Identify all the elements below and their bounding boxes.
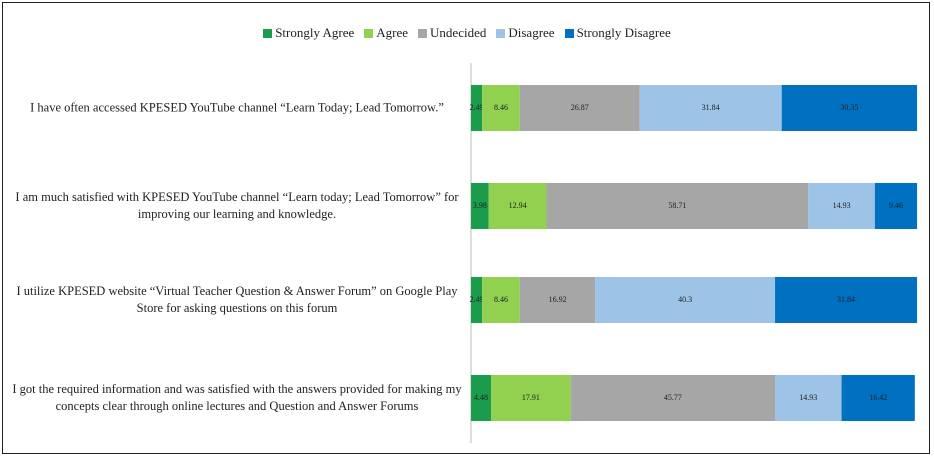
bar-segment bbox=[841, 375, 915, 421]
data-label: 8.46 bbox=[494, 103, 508, 112]
legend-label: Strongly Agree bbox=[275, 25, 355, 40]
data-label: 2.49 bbox=[470, 295, 484, 304]
data-label: 45.77 bbox=[664, 393, 682, 402]
bar-segment bbox=[471, 277, 483, 323]
bar-segment bbox=[488, 183, 547, 229]
bar-segment bbox=[874, 183, 918, 229]
bar-segment bbox=[471, 183, 489, 229]
legend-swatch bbox=[418, 28, 428, 38]
data-label: 31.84 bbox=[702, 103, 720, 112]
legend-item: Strongly Disagree bbox=[564, 25, 671, 41]
category-label: I got the required information and was s… bbox=[12, 382, 462, 413]
legend-item: Disagree bbox=[496, 25, 555, 41]
bar-segment bbox=[639, 85, 782, 131]
legend-swatch bbox=[364, 28, 374, 38]
legend: Strongly Agree Agree Undecided Disagree Stro… bbox=[3, 25, 931, 41]
bar-segment bbox=[471, 375, 491, 421]
category-label: I utilize KPESED website “Virtual Teache… bbox=[16, 284, 458, 315]
bar-segment bbox=[781, 85, 918, 131]
data-label: 14.93 bbox=[833, 201, 851, 210]
legend-label: Agree bbox=[376, 25, 409, 40]
legend-label: Disagree bbox=[508, 25, 555, 40]
chart: 2.49 8.46 26.87 31.84 30.35 3.98 12.94 58.71 14.… bbox=[470, 63, 918, 443]
data-label: 26.87 bbox=[571, 103, 589, 112]
bar-segment bbox=[546, 183, 809, 229]
data-label: 31.84 bbox=[837, 295, 855, 304]
legend-swatch bbox=[564, 28, 574, 38]
data-label: 30.35 bbox=[840, 103, 858, 112]
data-label: 58.71 bbox=[668, 201, 686, 210]
legend-item: Agree bbox=[364, 25, 408, 41]
data-label: 16.92 bbox=[549, 295, 567, 304]
data-label: 40.3 bbox=[678, 295, 692, 304]
legend-label: Strongly Disagree bbox=[576, 25, 671, 40]
data-label: 9.46 bbox=[889, 201, 903, 210]
legend-item: Strongly Agree bbox=[263, 25, 354, 41]
legend-item: Undecided bbox=[418, 25, 486, 41]
bar-segment bbox=[519, 85, 640, 131]
data-label: 17.91 bbox=[522, 393, 540, 402]
bar-segment bbox=[570, 375, 775, 421]
data-label: 14.93 bbox=[799, 393, 817, 402]
legend-label: Undecided bbox=[430, 25, 487, 40]
data-label: 12.94 bbox=[509, 201, 527, 210]
bar-segment bbox=[808, 183, 875, 229]
legend-swatch bbox=[496, 28, 506, 38]
bar-segment bbox=[775, 277, 918, 323]
bar-segment bbox=[471, 85, 483, 131]
bar-segment bbox=[482, 85, 520, 131]
category-label: I have often accessed KPESED YouTube cha… bbox=[30, 100, 444, 115]
bar-segment bbox=[519, 277, 596, 323]
legend-swatch bbox=[263, 28, 273, 38]
bar-segment bbox=[482, 277, 520, 323]
data-label: 4.48 bbox=[474, 393, 488, 402]
data-label: 16.42 bbox=[869, 393, 887, 402]
bar-segment bbox=[774, 375, 842, 421]
data-label: 2.49 bbox=[470, 103, 484, 112]
data-label: 8.46 bbox=[494, 295, 508, 304]
bar-segment bbox=[595, 277, 776, 323]
bar-segment bbox=[490, 375, 571, 421]
category-label: I am much satisfied with KPESED YouTube … bbox=[15, 190, 459, 221]
data-label: 3.98 bbox=[473, 201, 487, 210]
